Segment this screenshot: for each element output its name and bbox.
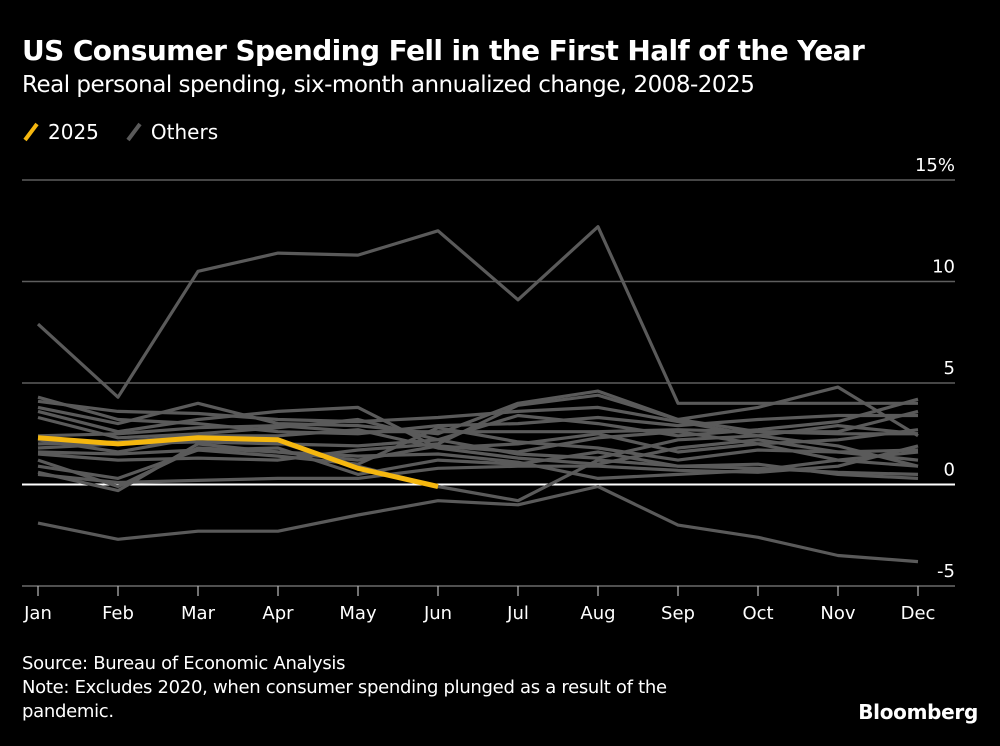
bloomberg-logo: Bloomberg (858, 700, 978, 724)
series-line-2025 (37, 435, 439, 489)
series-line-others (37, 397, 919, 442)
chart-subtitle: Real personal spending, six-month annual… (22, 72, 755, 98)
x-tick-label: Apr (262, 603, 294, 624)
x-tick-label: Aug (580, 603, 615, 624)
series-line-others (37, 484, 919, 564)
footnote-line-1: Note: Excludes 2020, when consumer spend… (22, 677, 667, 698)
series-line-others (37, 424, 919, 460)
legend: 2025 Others (22, 120, 236, 144)
x-tick-label: Jul (506, 603, 529, 624)
series-line-others (37, 442, 919, 493)
x-tick-label: Sep (661, 603, 695, 624)
y-tick-label: 5 (944, 358, 955, 379)
chart-title: US Consumer Spending Fell in the First H… (22, 34, 865, 67)
legend-swatch-2025-icon (23, 122, 39, 142)
source-note: Source: Bureau of Economic Analysis (22, 653, 346, 674)
x-tick-label: Jan (23, 603, 52, 624)
series-line-others (37, 405, 919, 466)
x-tick-label: May (339, 603, 377, 624)
footnote-line-2: pandemic. (22, 701, 114, 722)
series-line-others (36, 225, 918, 405)
x-tick-label: Feb (102, 603, 134, 624)
x-tick-label: Mar (181, 603, 216, 624)
legend-item-2025: 2025 (22, 120, 99, 144)
series-line-others (37, 444, 919, 485)
legend-label-others: Others (150, 120, 219, 144)
legend-item-others: Others (125, 120, 218, 144)
series-line-others (37, 385, 919, 438)
legend-swatch-others-icon (126, 122, 142, 142)
y-tick-label: 10 (932, 257, 955, 278)
y-tick-label: -5 (937, 561, 955, 582)
footer: Source: Bureau of Economic Analysis Note… (22, 652, 667, 724)
y-tick-label: 0 (944, 460, 955, 481)
x-tick-label: Nov (820, 603, 855, 624)
x-tick-label: Dec (901, 603, 936, 624)
series-line-others (37, 399, 919, 468)
legend-label-2025: 2025 (48, 120, 99, 144)
y-tick-label: 15% (915, 155, 955, 176)
x-tick-label: Jun (423, 603, 452, 624)
series-line-others (37, 393, 918, 462)
x-tick-label: Oct (742, 603, 773, 624)
